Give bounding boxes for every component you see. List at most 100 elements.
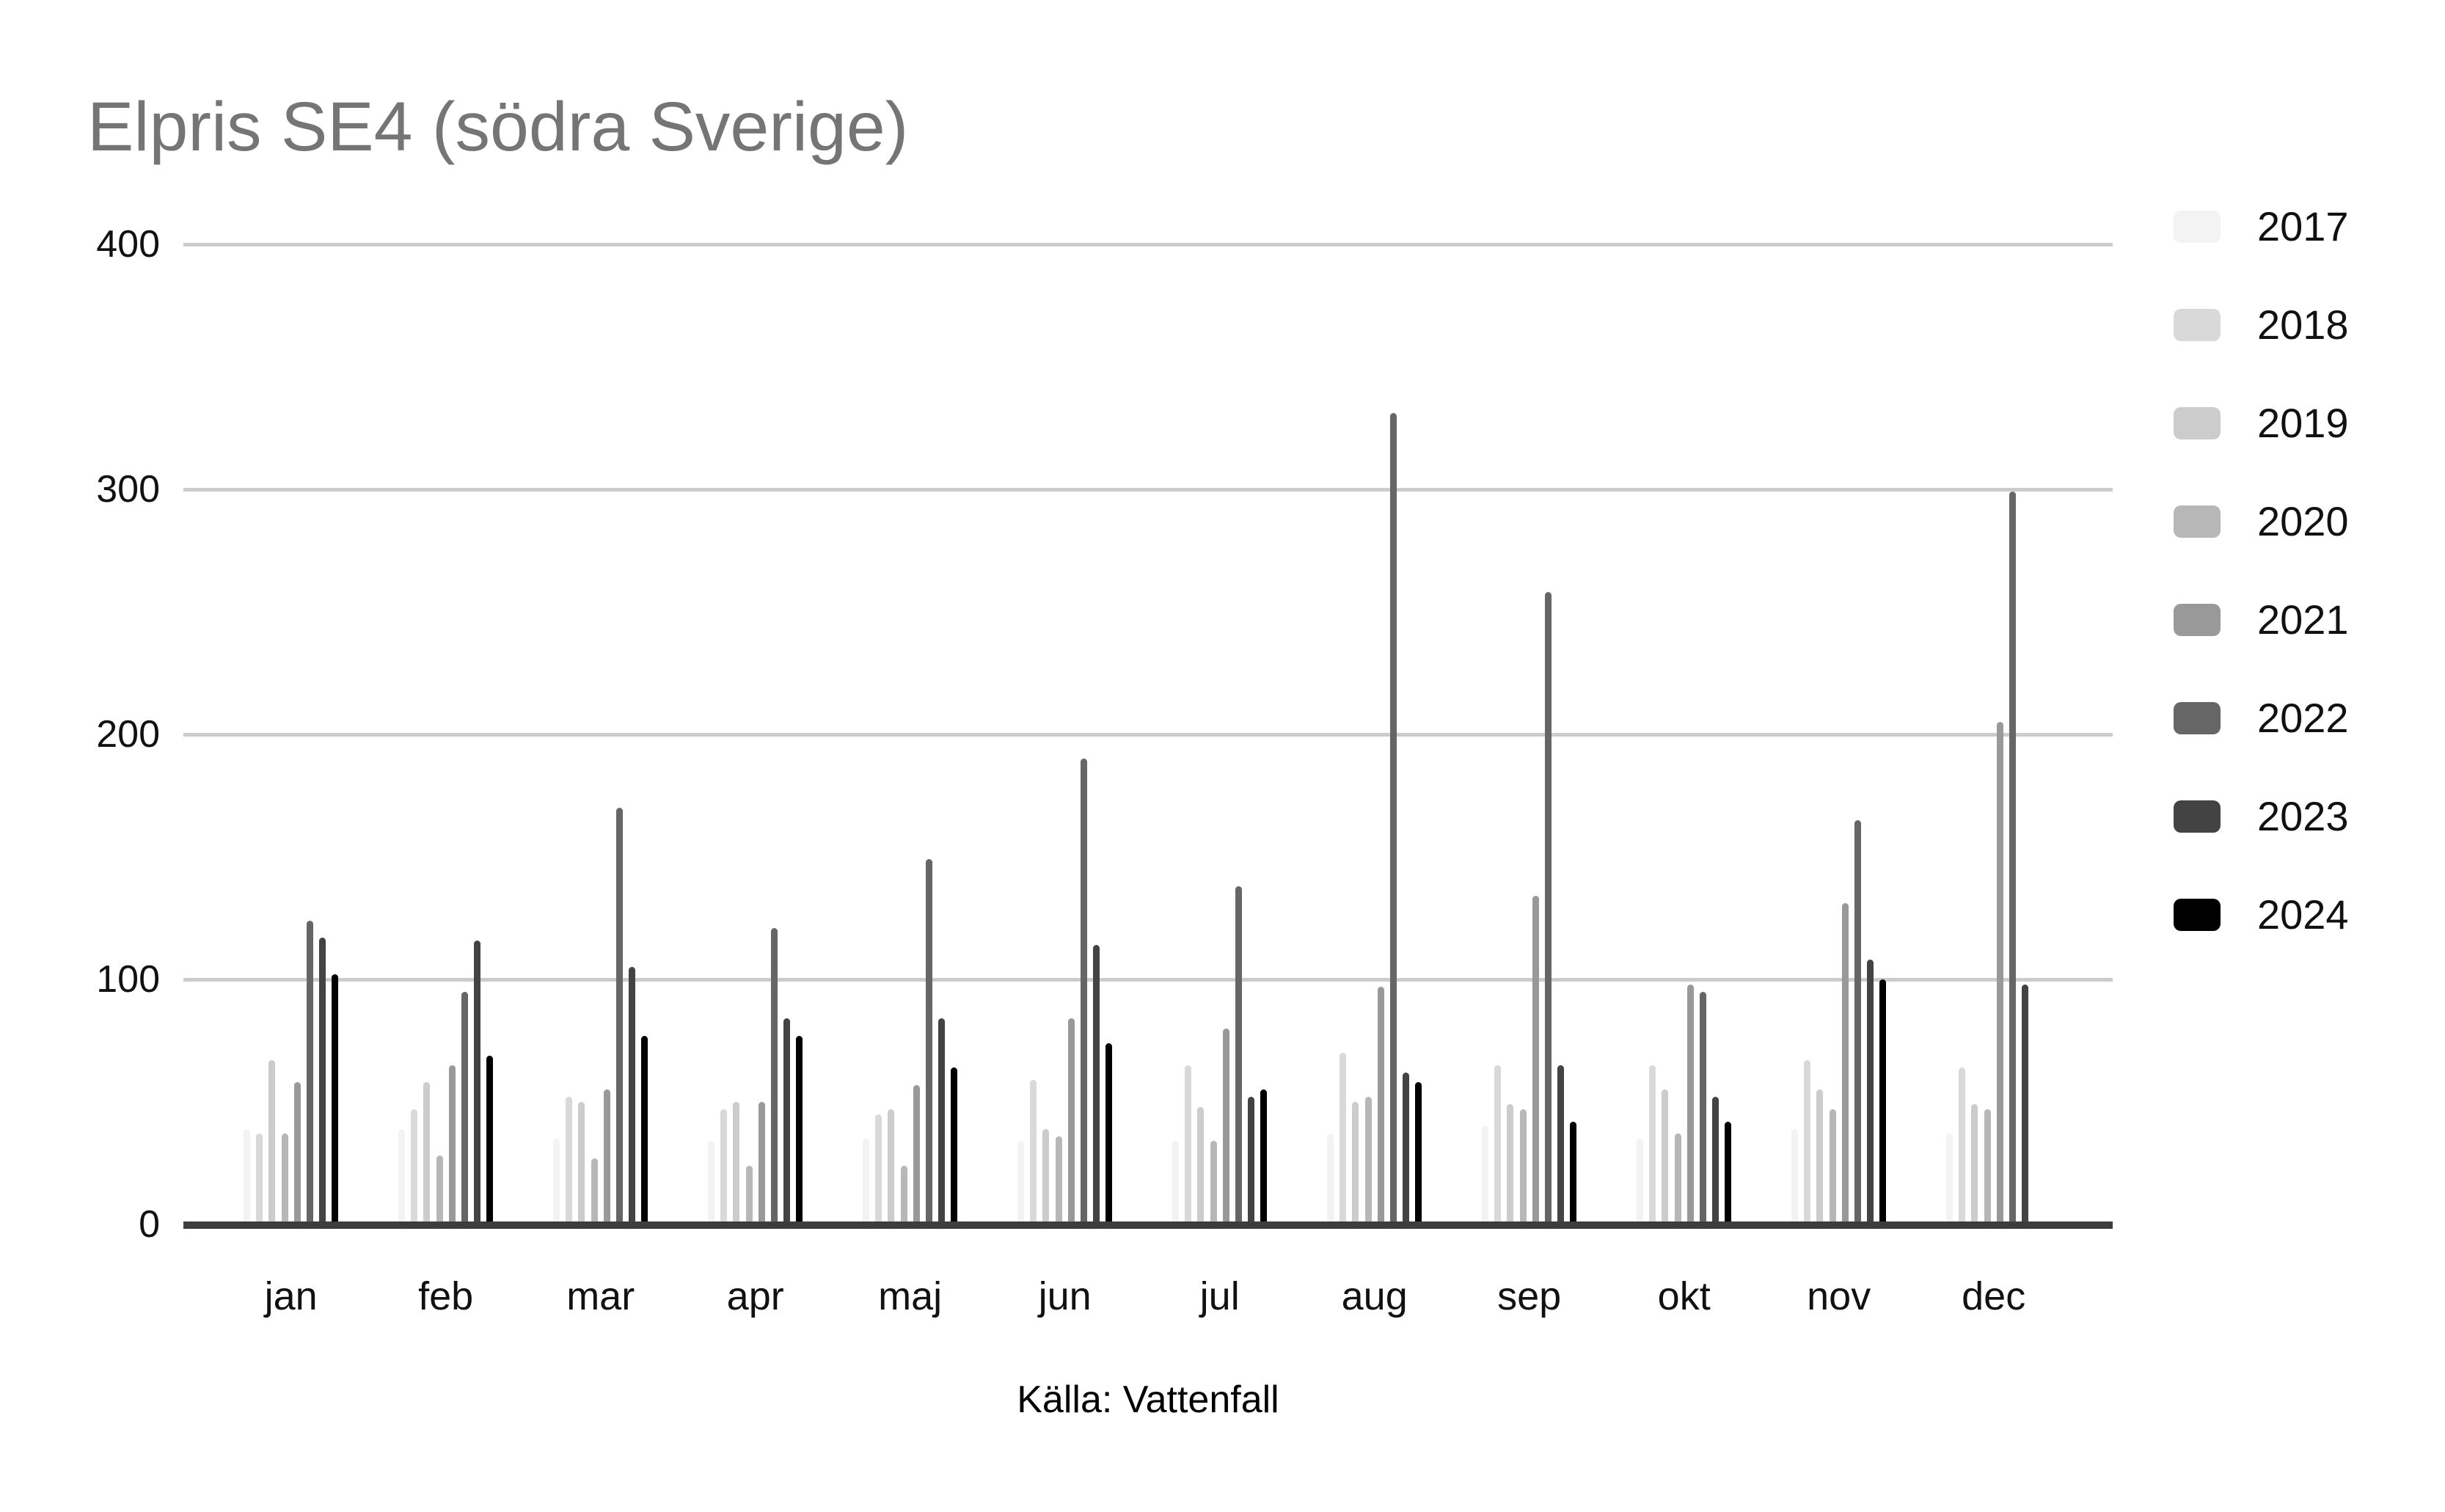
bar-okt-2017 xyxy=(1637,1139,1643,1227)
bar-maj-2018 xyxy=(875,1114,882,1227)
x-tick-label-mar: mar xyxy=(566,1274,635,1318)
bar-maj-2024 xyxy=(951,1067,958,1227)
x-tick-label-nov: nov xyxy=(1807,1274,1871,1318)
y-tick-label-200: 200 xyxy=(96,713,160,756)
bar-okt-2023 xyxy=(1712,1097,1719,1227)
bar-jul-2018 xyxy=(1185,1064,1192,1227)
bar-maj-2023 xyxy=(938,1018,946,1227)
bar-jul-2017 xyxy=(1172,1141,1179,1227)
source-caption: Källa: Vattenfall xyxy=(1017,1378,1279,1421)
bar-dec-2019 xyxy=(1971,1104,1978,1227)
bar-mar-2019 xyxy=(578,1102,585,1227)
bar-jun-2021 xyxy=(1067,1018,1075,1227)
legend-swatch-2021 xyxy=(2174,604,2221,636)
bar-apr-2024 xyxy=(796,1035,803,1227)
bar-sep-2023 xyxy=(1557,1064,1565,1227)
bar-dec-2020 xyxy=(1984,1109,1991,1227)
bar-apr-2017 xyxy=(708,1141,715,1227)
gridline-200 xyxy=(183,732,2113,737)
bar-jan-2019 xyxy=(268,1060,276,1227)
bar-feb-2021 xyxy=(448,1064,456,1227)
gridline-300 xyxy=(183,487,2113,492)
bar-aug-2021 xyxy=(1377,987,1384,1227)
legend-swatch-2018 xyxy=(2174,309,2221,341)
bar-maj-2020 xyxy=(900,1165,907,1227)
bar-jul-2020 xyxy=(1210,1141,1217,1227)
bar-feb-2017 xyxy=(398,1128,405,1227)
bar-okt-2024 xyxy=(1725,1121,1732,1227)
bar-jun-2023 xyxy=(1093,945,1100,1227)
bar-aug-2023 xyxy=(1403,1072,1410,1227)
bar-mar-2018 xyxy=(566,1097,573,1227)
legend-swatch-2017 xyxy=(2174,211,2221,243)
bar-okt-2018 xyxy=(1649,1064,1656,1227)
y-tick-label-400: 400 xyxy=(96,223,160,266)
bar-sep-2018 xyxy=(1494,1064,1502,1227)
bar-aug-2019 xyxy=(1352,1102,1359,1227)
bar-okt-2021 xyxy=(1686,984,1694,1227)
bar-dec-2022 xyxy=(2009,492,2016,1227)
bar-okt-2019 xyxy=(1662,1089,1669,1227)
legend-label-2021: 2021 xyxy=(2257,596,2349,643)
x-tick-label-jun: jun xyxy=(1038,1274,1092,1318)
bar-dec-2018 xyxy=(1959,1067,1966,1227)
bar-nov-2024 xyxy=(1879,979,1887,1227)
bar-jan-2021 xyxy=(293,1082,301,1227)
bar-jun-2024 xyxy=(1105,1042,1113,1227)
bar-sep-2020 xyxy=(1519,1109,1527,1227)
bar-feb-2020 xyxy=(436,1155,443,1227)
bar-apr-2019 xyxy=(733,1102,740,1227)
legend-swatch-2019 xyxy=(2174,407,2221,439)
y-tick-label-100: 100 xyxy=(96,958,160,1001)
legend-swatch-2024 xyxy=(2174,899,2221,931)
bar-jan-2018 xyxy=(256,1133,263,1227)
x-tick-label-jan: jan xyxy=(264,1274,318,1318)
legend-swatch-2023 xyxy=(2174,800,2221,833)
bar-mar-2020 xyxy=(591,1158,598,1227)
bar-jan-2022 xyxy=(307,920,313,1227)
legend-label-2019: 2019 xyxy=(2257,400,2349,446)
bar-nov-2018 xyxy=(1804,1060,1811,1227)
bar-jan-2024 xyxy=(332,974,339,1227)
bar-okt-2020 xyxy=(1674,1133,1681,1227)
bar-apr-2020 xyxy=(745,1165,753,1227)
bar-sep-2017 xyxy=(1482,1126,1488,1227)
y-tick-label-0: 0 xyxy=(139,1203,160,1246)
bar-mar-2021 xyxy=(603,1089,610,1227)
bar-feb-2024 xyxy=(486,1055,494,1227)
gridline-100 xyxy=(183,977,2113,982)
bar-nov-2023 xyxy=(1867,960,1874,1227)
bar-jul-2022 xyxy=(1235,886,1242,1227)
bar-jul-2021 xyxy=(1222,1028,1229,1227)
x-tick-label-maj: maj xyxy=(878,1274,943,1318)
bar-apr-2023 xyxy=(783,1018,791,1227)
bar-sep-2024 xyxy=(1570,1121,1577,1227)
bar-maj-2022 xyxy=(926,859,932,1227)
bar-maj-2019 xyxy=(888,1109,895,1227)
legend-swatch-2020 xyxy=(2174,505,2221,538)
bar-aug-2022 xyxy=(1390,413,1397,1227)
bar-nov-2020 xyxy=(1829,1109,1836,1227)
bar-jun-2019 xyxy=(1042,1128,1050,1227)
bar-dec-2021 xyxy=(1996,722,2003,1227)
legend-swatch-2022 xyxy=(2174,702,2221,734)
bar-jul-2019 xyxy=(1197,1106,1205,1227)
bar-feb-2019 xyxy=(423,1082,431,1227)
bar-nov-2017 xyxy=(1791,1128,1798,1227)
bar-feb-2023 xyxy=(474,940,481,1227)
legend-label-2022: 2022 xyxy=(2257,695,2349,741)
bar-jun-2018 xyxy=(1030,1079,1037,1227)
bar-apr-2018 xyxy=(720,1109,728,1227)
bar-mar-2024 xyxy=(641,1035,648,1227)
bar-mar-2017 xyxy=(553,1139,560,1227)
bar-nov-2019 xyxy=(1816,1089,1824,1227)
bar-aug-2020 xyxy=(1364,1097,1372,1227)
bar-okt-2022 xyxy=(1700,991,1706,1227)
x-tick-label-dec: dec xyxy=(1962,1274,2026,1318)
bar-feb-2018 xyxy=(411,1109,418,1227)
bar-mar-2022 xyxy=(616,808,623,1227)
x-tick-label-aug: aug xyxy=(1341,1274,1408,1318)
legend-label-2023: 2023 xyxy=(2257,793,2349,839)
x-tick-label-okt: okt xyxy=(1657,1274,1711,1318)
